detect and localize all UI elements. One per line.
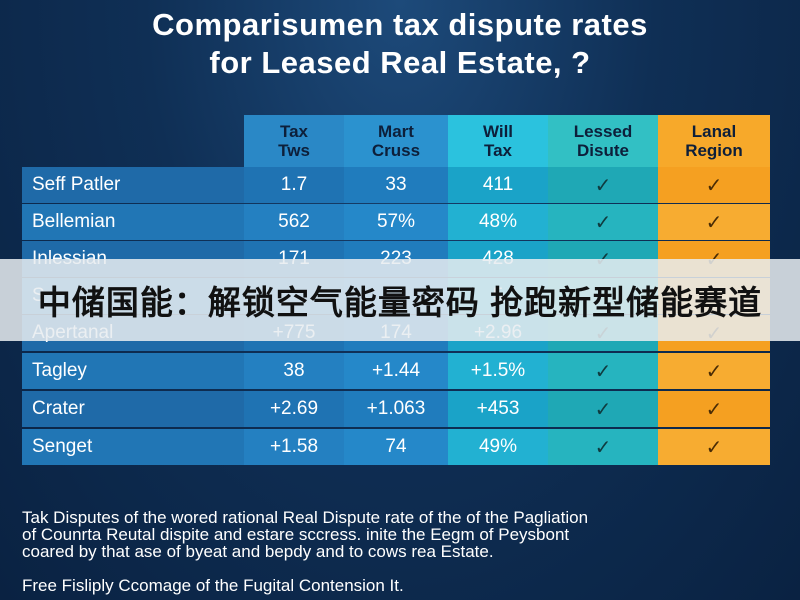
column-header-lanal-region: Lanal Region (658, 115, 770, 167)
cell-value: 33 (344, 167, 448, 203)
cell-value: +1.58 (244, 429, 344, 465)
check-icon: ✓ (548, 429, 658, 465)
check-icon: ✓ (658, 353, 770, 389)
row-label: Tagley (22, 353, 244, 389)
footer-line: of Counrta Reutal dispite and estare scc… (22, 525, 570, 544)
header-line: Mart (378, 122, 414, 141)
column-header-will-tax: Will Tax (448, 115, 548, 167)
table-row: Crater +2.69 +1.063 +453 ✓ ✓ (22, 391, 770, 427)
check-icon: ✓ (548, 204, 658, 240)
cell-value: 38 (244, 353, 344, 389)
header-line: Region (685, 141, 743, 160)
header-line: Will (482, 122, 514, 141)
check-icon: ✓ (658, 167, 770, 203)
cell-value: 57% (344, 204, 448, 240)
cell-value: 562 (244, 204, 344, 240)
table-row: Bellemian 562 57% 48% ✓ ✓ (22, 204, 770, 240)
footer-line: Tak Disputes of the wored rational Real … (22, 508, 589, 527)
header-line: Lessed (573, 122, 633, 141)
header-line: Disute (577, 141, 629, 160)
overlay-banner: 中储国能：解锁空气能量密码 抢跑新型储能赛道 (0, 259, 800, 341)
table-row: Tagley 38 +1.44 +1.5% ✓ ✓ (22, 353, 770, 389)
check-icon: ✓ (548, 167, 658, 203)
cell-value: +453 (448, 391, 548, 427)
cell-value: +1.5% (448, 353, 548, 389)
cell-value: 1.7 (244, 167, 344, 203)
header-line: Cruss (371, 141, 421, 160)
table-row: Senget +1.58 74 49% ✓ ✓ (22, 429, 770, 465)
check-icon: ✓ (548, 353, 658, 389)
check-icon: ✓ (658, 429, 770, 465)
cell-value: 411 (448, 167, 548, 203)
cell-value: +1.44 (344, 353, 448, 389)
banner-text: 中储国能：解锁空气能量密码 抢跑新型储能赛道 (37, 284, 763, 321)
row-label: Senget (22, 429, 244, 465)
cell-value: +2.69 (244, 391, 344, 427)
title-line-1: Comparisumen tax dispute rates (152, 7, 648, 42)
title-line-2: for Leased Real Estate, ? (209, 45, 591, 80)
column-header-mart-cruss: Mart Cruss (344, 115, 448, 167)
row-label: Bellemian (22, 204, 244, 240)
footer-caption: Tak Disputes of the wored rational Real … (22, 509, 792, 560)
page-title: Comparisumen tax dispute rates for Lease… (0, 6, 800, 82)
row-label: Seff Patler (22, 167, 244, 203)
check-icon: ✓ (658, 391, 770, 427)
column-header-tax-tws: Tax Tws (244, 115, 344, 167)
header-line: Tws (278, 141, 310, 160)
footer-line: coared by that ase of byeat and bepdy an… (22, 542, 494, 561)
header-line: Tax (279, 122, 309, 141)
row-label: Crater (22, 391, 244, 427)
cell-value: 49% (448, 429, 548, 465)
check-icon: ✓ (548, 391, 658, 427)
table-row: Seff Patler 1.7 33 411 ✓ ✓ (22, 167, 770, 203)
column-header-lessed-disute: Lessed Disute (548, 115, 658, 167)
cell-value: +1.063 (344, 391, 448, 427)
cell-value: 74 (344, 429, 448, 465)
cell-value: 48% (448, 204, 548, 240)
footer-note: Free Fisliply Ccomage of the Fugital Con… (22, 576, 404, 595)
check-icon: ✓ (658, 204, 770, 240)
header-line: Tax (483, 141, 513, 160)
header-line: Lanal (691, 122, 737, 141)
